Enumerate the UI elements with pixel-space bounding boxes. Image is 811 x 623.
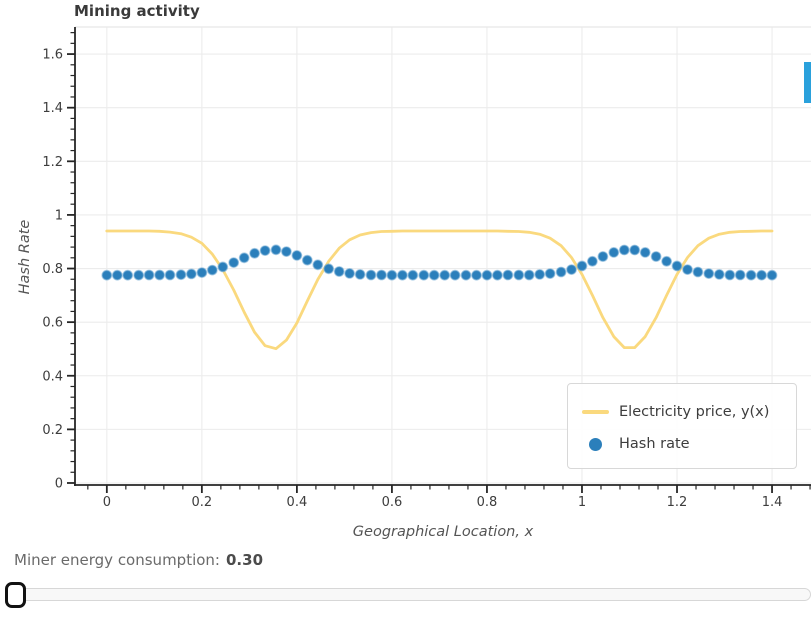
x-tick-label: 0.4 (287, 495, 308, 510)
y-tick-label: 0.8 (42, 262, 63, 277)
legend-item-hash-rate: Hash rate (582, 429, 782, 459)
y-tick-label: 1 (55, 208, 63, 223)
blue-edge-indicator (804, 62, 811, 103)
legend-item-electricity-price: Electricity price, y(x) (582, 397, 782, 427)
axes: 0 0.2 0.4 0.6 0.8 1 1.2 1.4 0 0.2 0.4 0.6 0.8 1 1.2 1.4… (42, 27, 811, 510)
electricity-price-line (105, 229, 774, 351)
slider-label-text: Miner energy consumption: (14, 551, 220, 569)
slider-track[interactable] (8, 588, 811, 601)
line-swatch-icon (582, 410, 609, 414)
energy-consumption-slider[interactable] (0, 578, 811, 612)
x-tick-label: 0.2 (192, 495, 213, 510)
y-tick-label: 0.2 (42, 423, 63, 438)
x-tick-label: 1.4 (762, 495, 783, 510)
legend-label: Hash rate (619, 436, 690, 452)
y-tick-label: 1.2 (42, 155, 63, 170)
y-tick-label: 0.4 (42, 369, 63, 384)
slider-handle[interactable] (5, 582, 26, 608)
slider-value: 0.30 (226, 551, 264, 569)
y-axis-label: Hash Rate (17, 219, 33, 295)
y-tick-label: 1.6 (42, 48, 63, 63)
x-axis-label: Geographical Location, x (352, 524, 534, 540)
chart-figure: 0 0.2 0.4 0.6 0.8 1 1.2 1.4 0 0.2 0.4 0.6 0.8 1 1.2 1.4… (17, 2, 811, 540)
legend-label: Electricity price, y(x) (619, 404, 770, 420)
x-tick-label: 0 (103, 495, 111, 510)
hash-rate-dots (101, 244, 778, 281)
chart-title: Mining activity (74, 2, 200, 20)
x-tick-label: 1 (578, 495, 586, 510)
legend: Electricity price, y(x) Hash rate (567, 383, 797, 469)
circle-swatch-icon (589, 437, 602, 451)
chart-canvas: 0 0.2 0.4 0.6 0.8 1 1.2 1.4 0 0.2 0.4 0.6 0.8 1 1.2 1.4… (42, 26, 811, 510)
y-tick-label: 0 (55, 476, 63, 491)
y-tick-label: 1.4 (42, 101, 63, 116)
x-tick-label: 0.8 (477, 495, 498, 510)
x-tick-label: 1.2 (667, 495, 688, 510)
slider-label: Miner energy consumption: 0.30 (14, 551, 263, 569)
x-tick-label: 0.6 (382, 495, 403, 510)
y-tick-label: 0.6 (42, 316, 63, 331)
